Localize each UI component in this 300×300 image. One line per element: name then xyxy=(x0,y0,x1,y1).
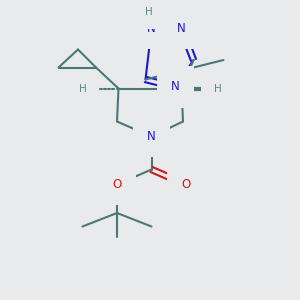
Text: N: N xyxy=(177,22,186,35)
Text: O: O xyxy=(112,178,122,191)
Text: N: N xyxy=(171,80,180,94)
Text: N: N xyxy=(147,22,156,35)
Text: N: N xyxy=(147,130,156,143)
Text: H: H xyxy=(214,83,221,94)
Text: H: H xyxy=(145,7,153,17)
Text: H: H xyxy=(79,83,86,94)
Text: O: O xyxy=(182,178,190,191)
